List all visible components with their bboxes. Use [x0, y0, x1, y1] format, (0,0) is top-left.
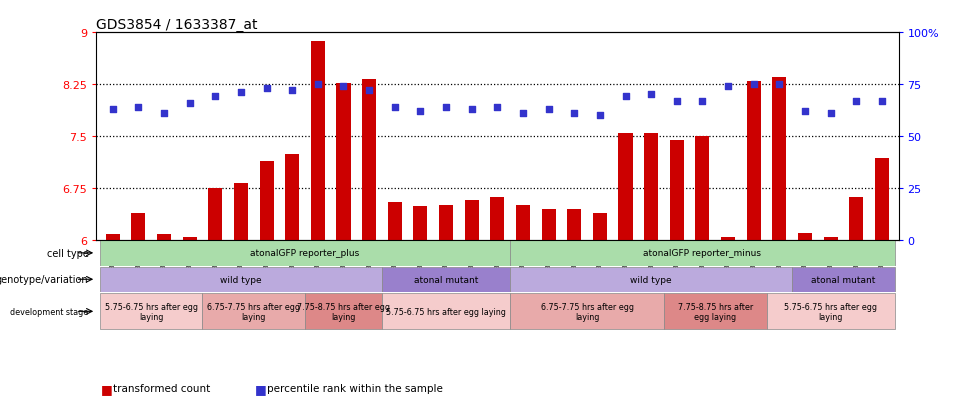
Point	[438, 104, 454, 111]
Bar	[567, 210, 581, 240]
Point	[105, 106, 120, 113]
Bar	[593, 214, 607, 240]
Point	[157, 110, 172, 117]
Text: transformed count: transformed count	[113, 383, 210, 393]
Bar	[439, 206, 453, 240]
Point	[875, 98, 890, 104]
Bar	[516, 206, 530, 240]
FancyBboxPatch shape	[100, 267, 382, 292]
Bar	[850, 197, 863, 240]
Point	[746, 81, 761, 88]
Text: 7.75-8.75 hrs after
egg laying: 7.75-8.75 hrs after egg laying	[678, 302, 752, 321]
Text: genotype/variation: genotype/variation	[0, 275, 88, 285]
Point	[618, 94, 633, 100]
Bar	[696, 137, 709, 240]
FancyBboxPatch shape	[510, 267, 792, 292]
Point	[234, 90, 249, 96]
Text: wild type: wild type	[220, 275, 261, 284]
Point	[823, 110, 838, 117]
Point	[772, 81, 787, 88]
Point	[259, 85, 274, 92]
FancyBboxPatch shape	[382, 267, 510, 292]
Bar	[362, 80, 376, 240]
Bar	[157, 235, 171, 240]
Text: GDS3854 / 1633387_at: GDS3854 / 1633387_at	[96, 18, 258, 32]
Point	[490, 104, 505, 111]
FancyBboxPatch shape	[203, 294, 305, 330]
Point	[849, 98, 864, 104]
Point	[669, 98, 684, 104]
Point	[798, 108, 813, 115]
FancyBboxPatch shape	[100, 294, 203, 330]
Text: percentile rank within the sample: percentile rank within the sample	[267, 383, 443, 393]
Bar	[670, 141, 684, 240]
FancyBboxPatch shape	[382, 294, 510, 330]
FancyBboxPatch shape	[510, 241, 895, 266]
Text: 6.75-7.75 hrs after egg
laying: 6.75-7.75 hrs after egg laying	[540, 302, 633, 321]
Bar	[387, 202, 402, 240]
Text: cell type: cell type	[46, 248, 88, 258]
Bar	[310, 42, 325, 240]
Bar	[106, 235, 120, 240]
Point	[335, 83, 351, 90]
Text: wild type: wild type	[630, 275, 672, 284]
Point	[131, 104, 146, 111]
Bar	[542, 210, 555, 240]
Bar	[285, 154, 299, 240]
Text: ■: ■	[255, 382, 266, 395]
FancyBboxPatch shape	[510, 294, 664, 330]
Point	[515, 110, 530, 117]
Bar	[773, 78, 786, 240]
Bar	[747, 81, 761, 240]
Point	[644, 92, 659, 98]
Point	[721, 83, 736, 90]
Bar	[644, 134, 658, 240]
Text: 5.75-6.75 hrs after egg
laying: 5.75-6.75 hrs after egg laying	[105, 302, 198, 321]
Bar	[464, 200, 479, 240]
Bar	[619, 134, 632, 240]
Bar	[336, 83, 351, 240]
FancyBboxPatch shape	[767, 294, 895, 330]
Point	[387, 104, 403, 111]
Bar	[183, 237, 197, 240]
Point	[412, 108, 428, 115]
Text: atonal mutant: atonal mutant	[414, 275, 479, 284]
Point	[284, 88, 300, 94]
Point	[310, 81, 326, 88]
Point	[695, 98, 710, 104]
Point	[464, 106, 480, 113]
Text: atonalGFP reporter_plus: atonalGFP reporter_plus	[251, 249, 359, 258]
Text: development stage: development stage	[11, 307, 88, 316]
Text: atonal mutant: atonal mutant	[811, 275, 875, 284]
FancyBboxPatch shape	[305, 294, 382, 330]
Bar	[798, 234, 812, 240]
FancyBboxPatch shape	[792, 267, 895, 292]
Point	[208, 94, 223, 100]
Bar	[490, 197, 505, 240]
Text: 7.75-8.75 hrs after egg
laying: 7.75-8.75 hrs after egg laying	[297, 302, 390, 321]
Text: 6.75-7.75 hrs after egg
laying: 6.75-7.75 hrs after egg laying	[208, 302, 300, 321]
Point	[541, 106, 556, 113]
Text: 5.75-6.75 hrs after egg
laying: 5.75-6.75 hrs after egg laying	[784, 302, 877, 321]
Text: ■: ■	[101, 382, 112, 395]
Bar	[209, 188, 222, 240]
Point	[567, 110, 582, 117]
Point	[361, 88, 377, 94]
Bar	[234, 183, 248, 240]
Bar	[413, 207, 428, 240]
Bar	[824, 237, 838, 240]
Bar	[132, 214, 145, 240]
Text: 5.75-6.75 hrs after egg laying: 5.75-6.75 hrs after egg laying	[386, 307, 506, 316]
Point	[182, 100, 197, 107]
FancyBboxPatch shape	[100, 241, 510, 266]
Text: atonalGFP reporter_minus: atonalGFP reporter_minus	[644, 249, 761, 258]
Bar	[259, 161, 274, 240]
Bar	[721, 237, 735, 240]
FancyBboxPatch shape	[664, 294, 767, 330]
Point	[592, 113, 607, 119]
Bar	[875, 159, 889, 240]
